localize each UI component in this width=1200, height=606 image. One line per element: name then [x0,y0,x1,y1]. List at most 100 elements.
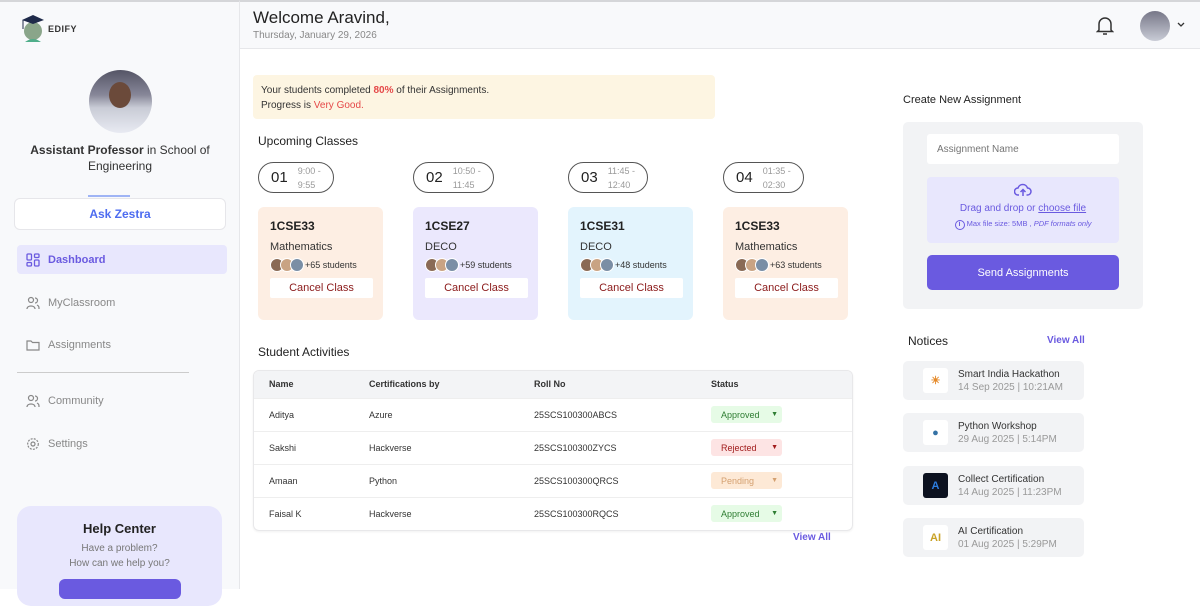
progress-text: Your students completed [261,85,374,96]
class-start: 01:35 - [762,165,791,176]
roll-no: 25SCS100300ABCS [519,397,696,431]
notice-item[interactable]: ☀ Smart India Hackathon 14 Sep 2025 | 10:… [903,361,1084,400]
logo[interactable]: EDIFY [20,14,77,44]
class-end: 9:55 [297,179,316,190]
cancel-class-button[interactable]: Cancel Class [425,278,528,298]
cancel-class-button[interactable]: Cancel Class [270,278,373,298]
status-select[interactable]: Pending ▼ [711,472,782,489]
notice-item[interactable]: ● Python Workshop 29 Aug 2025 | 5:14PM [903,413,1084,452]
progress-banner: Your students completed 80% of their Ass… [253,75,715,119]
notice-title: Python Workshop [958,420,1037,432]
student-name: Amaan [254,463,354,497]
ai-icon: AI [923,525,948,550]
sidebar-item-settings[interactable]: Settings [17,429,227,458]
student-count: +48 students [615,260,667,270]
help-button[interactable] [58,579,181,599]
choose-file-link[interactable]: choose file [1038,203,1087,214]
chevron-down-icon: ▼ [771,477,778,484]
student-avatars: +48 students [580,258,681,272]
student-count: +63 students [770,260,822,270]
student-avatars: +59 students [425,258,526,272]
chevron-down-icon: ▼ [771,411,778,418]
section-title: Notices [908,334,949,348]
python-icon: ● [923,420,948,445]
class-time-pill: 01 9:00 - 9:55 [258,162,334,193]
student-name: Aditya [254,397,354,431]
certification-provider: Hackverse [354,496,519,530]
chevron-down-icon[interactable] [1177,22,1185,28]
profile-title: Assistant Professor in School of Enginee… [0,142,240,174]
view-all-activities-link[interactable]: View All [793,532,831,543]
class-end: 11:45 [452,179,475,190]
chevron-down-icon: ▼ [771,510,778,518]
role: Assistant Professor [30,143,144,157]
notice-date: 29 Aug 2025 | 5:14PM [958,433,1057,445]
view-all-notices-link[interactable]: View All [1047,335,1085,346]
sidebar-item-community[interactable]: Community [17,386,227,415]
sidebar-item-assignments[interactable]: Assignments [17,330,227,359]
section-title: Student Activities [258,345,350,359]
table-row: Sakshi Hackverse 25SCS100300ZYCS Rejecte… [254,430,852,464]
notice-title: AI Certification [958,525,1024,537]
class-start: 11:45 - [607,165,636,176]
status-value: Approved [721,409,760,420]
drop-text: Drag and drop or [959,203,1039,214]
bell-icon[interactable] [1096,16,1114,36]
dashboard-icon [26,252,40,267]
ask-zestra-button[interactable]: Ask Zestra [14,198,226,230]
help-center: Help Center Have a problem? How can we h… [17,506,222,606]
class-code: 1CSE33 [270,219,315,233]
graduate-logo-icon [22,15,44,42]
student-name: Faisal K [254,496,354,530]
progress-text: Progress is [261,100,314,111]
progress-text: of their Assignments. [393,85,490,96]
notice-item[interactable]: A Collect Certification 14 Aug 2025 | 11:… [903,466,1084,505]
help-line: Have a problem? [81,543,158,554]
notice-item[interactable]: AI AI Certification 01 Aug 2025 | 5:29PM [903,518,1084,557]
notice-title: Smart India Hackathon [958,368,1060,380]
sidebar-item-label: MyClassroom [48,296,116,309]
class-number: 03 [581,169,598,186]
cloud-upload-icon [1013,183,1032,196]
student-avatars: +65 students [270,258,371,272]
cancel-class-button[interactable]: Cancel Class [735,278,838,298]
sidebar-item-label: Settings [48,437,88,450]
page-title: Welcome Aravind, [253,8,390,27]
class-start: 10:50 - [452,165,481,176]
dept-prefix: in [146,143,157,157]
student-avatar [755,258,769,272]
certification-provider: Azure [354,397,519,431]
class-code: 1CSE27 [425,219,470,233]
student-count: +59 students [460,260,512,270]
chevron-down-icon: ▼ [771,444,778,451]
status-select[interactable]: Approved ▼ [711,505,782,523]
status-select[interactable]: Rejected ▼ [711,439,782,456]
class-subject: Mathematics [735,241,798,253]
avatar[interactable] [89,70,152,133]
student-avatars: +63 students [735,258,836,272]
gear-icon [27,437,39,450]
create-assignment-panel: Drag and drop or choose file i Max file … [903,122,1143,309]
sidebar-item-myclassroom[interactable]: MyClassroom [17,288,227,317]
activities-table: Name Certifications by Roll No Status Ad… [253,370,853,531]
users-icon [26,394,40,407]
help-line: How can we help you? [69,558,170,569]
sidebar: EDIFY Assistant Professor in School of E… [0,0,240,606]
cancel-class-button[interactable]: Cancel Class [580,278,683,298]
send-assignments-button[interactable]: Send Assignments [927,255,1119,290]
user-avatar[interactable] [1140,11,1170,41]
status-select[interactable]: Approved ▼ [711,406,782,423]
certification-provider: Python [354,463,519,497]
file-dropzone[interactable]: Drag and drop or choose file i Max file … [927,177,1119,243]
header: Welcome Aravind, Thursday, January 29, 2… [240,0,1200,49]
progress-rating: Very Good. [313,100,364,111]
sidebar-item-dashboard[interactable]: Dashboard [17,245,227,274]
assignment-name-input[interactable] [927,134,1119,164]
status-value: Rejected [721,442,757,453]
roll-no: 25SCS100300RQCS [519,496,696,530]
class-time-pill: 02 10:50 - 11:45 [413,162,494,193]
help-title: Help Center [83,521,156,536]
class-number: 02 [426,169,443,186]
notice-title: Collect Certification [958,473,1045,485]
info-icon: i [954,220,965,230]
